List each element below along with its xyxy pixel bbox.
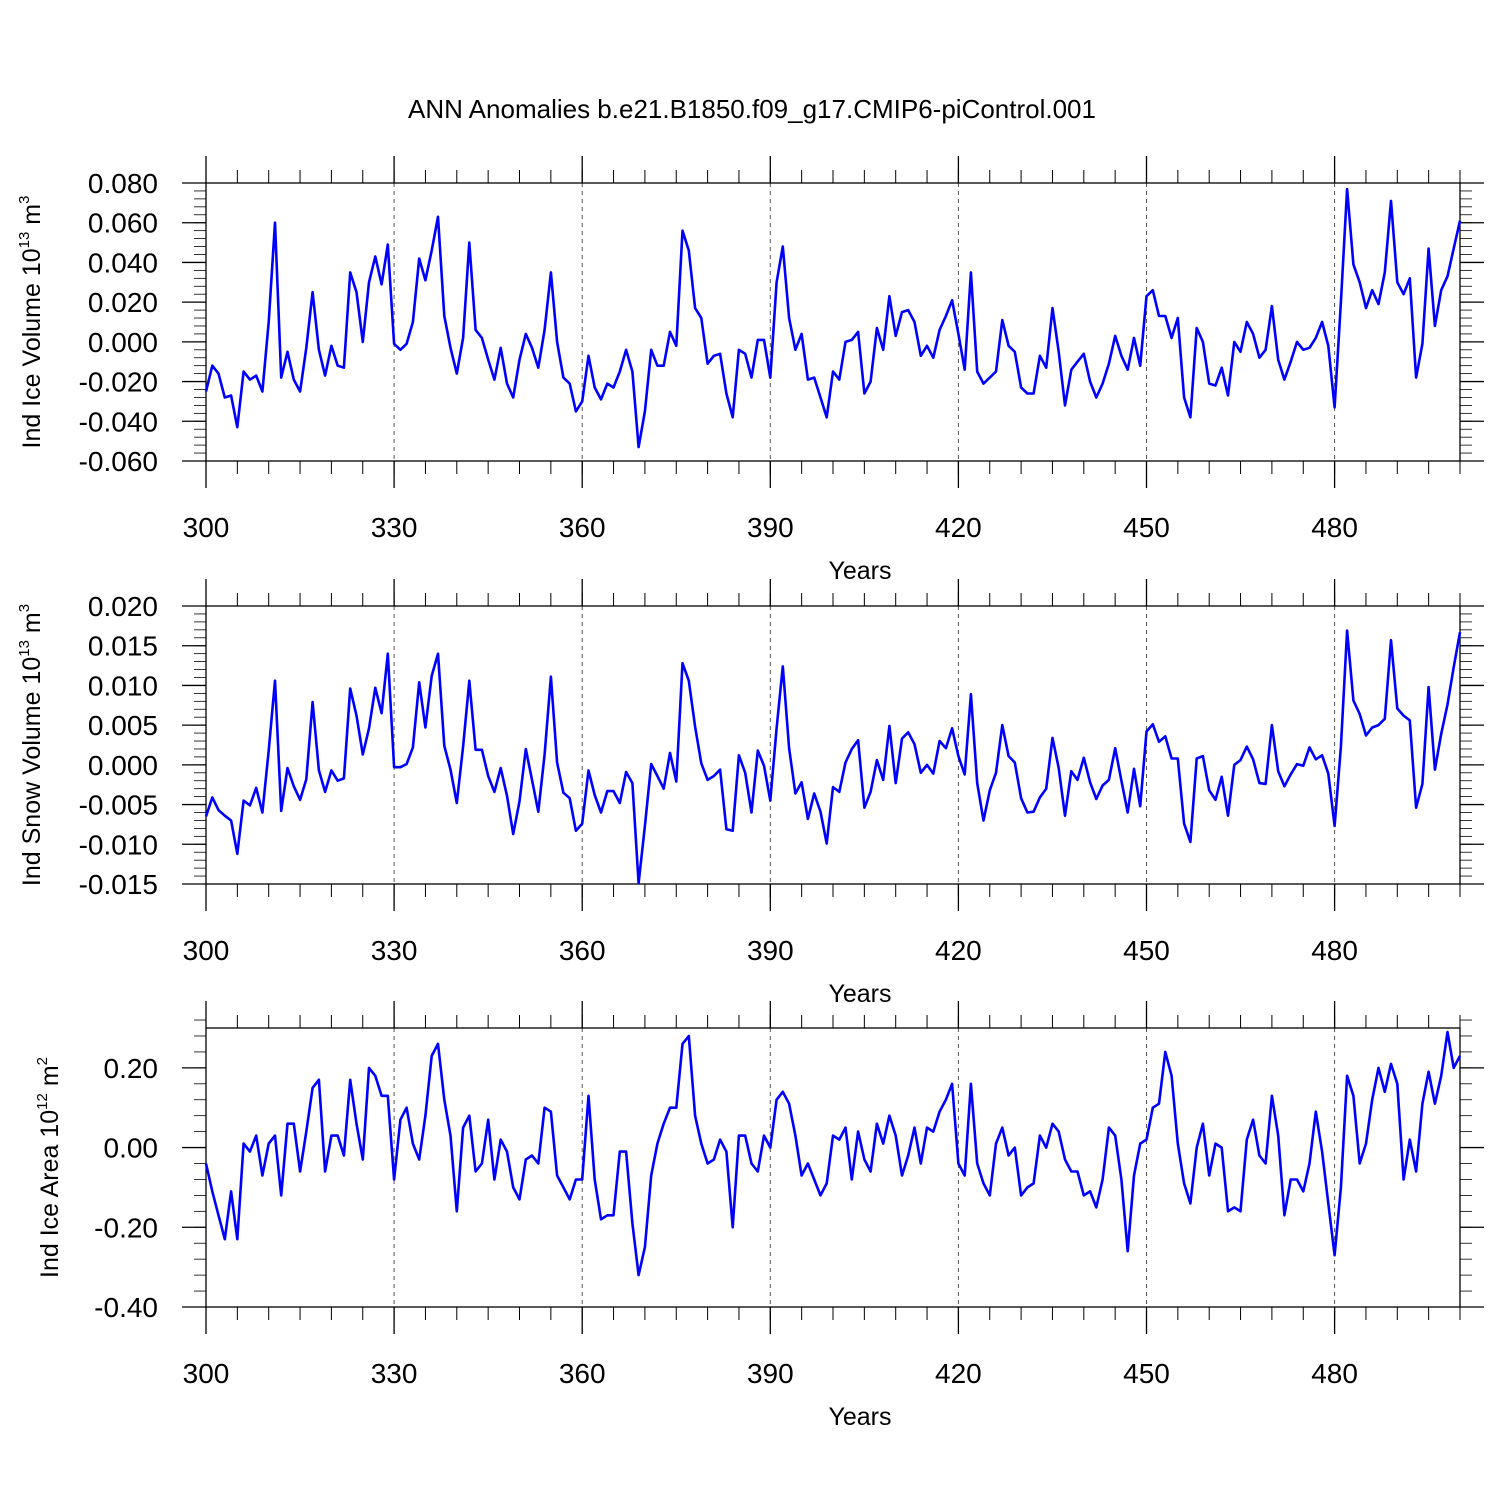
y-tick-label: -0.010: [79, 829, 158, 860]
y-tick-label: 0.015: [88, 631, 158, 662]
x-tick-label: 330: [371, 1358, 418, 1389]
x-tick-label: 480: [1311, 512, 1358, 543]
x-tick-label: 450: [1123, 935, 1170, 966]
y-tick-label: -0.020: [79, 367, 158, 398]
x-tick-label: 420: [935, 512, 982, 543]
y-tick-label: 0.020: [88, 591, 158, 622]
y-axis-label: Ind Snow Volume 1013 m3: [16, 604, 46, 886]
series-line: [204, 629, 1462, 885]
y-tick-label: 0.00: [104, 1133, 159, 1164]
y-axis-label: Ind Ice Volume 1013 m3: [16, 196, 46, 449]
y-tick-label: 0.010: [88, 670, 158, 701]
chart-panel-2: 300 330 360 390 420 450 480 -0.015 -0.010 -0.005 0…: [16, 579, 1484, 1008]
x-tick-label: 330: [371, 935, 418, 966]
x-tick-label: 450: [1123, 512, 1170, 543]
y-tick-label: 0.005: [88, 710, 158, 741]
x-tick-label: 300: [183, 512, 230, 543]
series-line: [204, 1030, 1462, 1277]
y-tick-label: 0.020: [88, 287, 158, 318]
x-tick-label: 360: [559, 935, 606, 966]
x-axis-label: Years: [828, 1403, 891, 1431]
y-tick-label: 0.000: [88, 750, 158, 781]
chart-panel-1: 300 330 360 390 420 450 480 -0.060 -0.040 -0.020 0…: [16, 156, 1484, 585]
x-tick-label: 360: [559, 1358, 606, 1389]
y-tick-label: 0.20: [104, 1053, 159, 1084]
y-tick-label: 0.060: [88, 208, 158, 239]
x-tick-label: 480: [1311, 935, 1358, 966]
y-tick-label: 0.080: [88, 168, 158, 199]
x-axis-label: Years: [828, 557, 891, 585]
y-tick-label: 0.000: [88, 327, 158, 358]
y-tick-label: -0.015: [79, 869, 158, 900]
x-tick-label: 390: [747, 935, 794, 966]
x-tick-label: 420: [935, 1358, 982, 1389]
x-tick-label: 300: [183, 935, 230, 966]
y-tick-label: -0.060: [79, 446, 158, 477]
x-tick-label: 390: [747, 1358, 794, 1389]
x-axis-label: Years: [828, 980, 891, 1008]
x-tick-label: 300: [183, 1358, 230, 1389]
series-line: [204, 187, 1462, 449]
x-tick-label: 360: [559, 512, 606, 543]
x-tick-label: 330: [371, 512, 418, 543]
y-tick-label: -0.040: [79, 406, 158, 437]
x-tick-label: 480: [1311, 1358, 1358, 1389]
chart-panel-3: 300 330 360 390 420 450 480 -0.40 -0.20 0.00 0.20 Y…: [34, 1001, 1484, 1431]
x-tick-label: 450: [1123, 1358, 1170, 1389]
x-tick-label: 420: [935, 935, 982, 966]
y-tick-label: -0.20: [94, 1212, 158, 1243]
y-tick-label: 0.040: [88, 247, 158, 278]
y-axis-label: Ind Ice Area 1012 m2: [34, 1057, 64, 1278]
y-tick-label: -0.40: [94, 1292, 158, 1323]
figure-title: ANN Anomalies b.e21.B1850.f09_g17.CMIP6-…: [408, 94, 1096, 124]
x-tick-label: 390: [747, 512, 794, 543]
y-tick-label: -0.005: [79, 790, 158, 821]
